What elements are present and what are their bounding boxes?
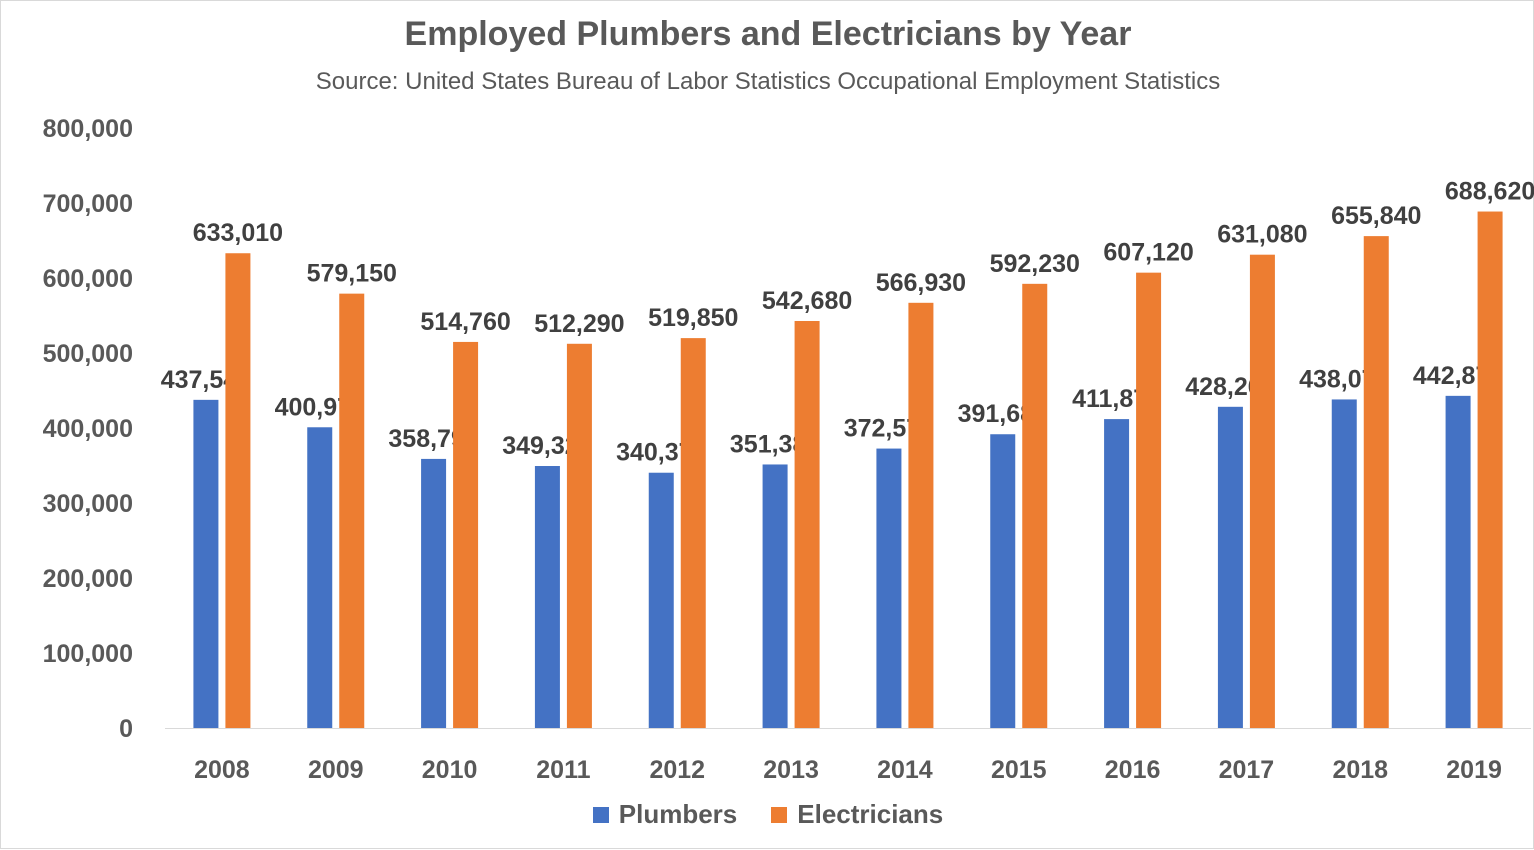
bar-plumbers-2009 — [307, 427, 333, 728]
data-label-electricians-2011: 512,290 — [534, 310, 624, 338]
bar-electricians-2016 — [1136, 272, 1162, 728]
chart-title: Employed Plumbers and Electricians by Ye… — [404, 15, 1132, 53]
bar-electricians-2011 — [566, 343, 592, 728]
bar-plumbers-2010 — [421, 458, 447, 728]
data-label-electricians-2008: 633,010 — [193, 219, 283, 247]
data-label-electricians-2009: 579,150 — [307, 260, 397, 288]
legend-label-plumbers: Plumbers — [618, 799, 738, 829]
bar-electricians-2014 — [908, 302, 934, 728]
y-tick-label: 600,000 — [43, 265, 133, 293]
bar-plumbers-2019 — [1445, 395, 1471, 728]
data-label-electricians-2018: 655,840 — [1331, 202, 1421, 230]
legend-swatch-plumbers — [592, 806, 609, 823]
x-tick-label-2009: 2009 — [308, 756, 364, 784]
x-tick-label-2019: 2019 — [1446, 756, 1502, 784]
legend-item-electricians: Electricians — [771, 799, 943, 830]
legend-swatch-electricians — [771, 806, 788, 823]
bar-plumbers-2013 — [762, 464, 788, 728]
data-label-electricians-2013: 542,680 — [762, 287, 852, 315]
bar-plumbers-2015 — [990, 434, 1016, 728]
x-tick-label-2014: 2014 — [877, 756, 933, 784]
x-tick-label-2018: 2018 — [1332, 756, 1388, 784]
legend-item-plumbers: Plumbers — [592, 799, 738, 830]
data-label-electricians-2010: 514,760 — [420, 308, 510, 336]
bar-plumbers-2016 — [1104, 419, 1130, 728]
x-tick-label-2015: 2015 — [991, 756, 1047, 784]
bar-electricians-2017 — [1249, 254, 1275, 728]
bar-electricians-2010 — [453, 341, 479, 728]
bar-plumbers-2012 — [648, 472, 674, 728]
y-tick-label: 100,000 — [43, 640, 133, 668]
x-tick-label-2017: 2017 — [1219, 756, 1275, 784]
bar-plumbers-2018 — [1331, 399, 1357, 728]
x-tick-label-2013: 2013 — [763, 756, 819, 784]
data-label-electricians-2017: 631,080 — [1217, 221, 1307, 249]
x-tick-label-2012: 2012 — [649, 756, 705, 784]
legend: Plumbers Electricians — [1, 799, 1534, 830]
chart-subtitle: Source: United States Bureau of Labor St… — [315, 68, 1221, 95]
x-tick-label-2010: 2010 — [422, 756, 478, 784]
bar-plumbers-2014 — [876, 448, 902, 728]
y-tick-label: 0 — [119, 715, 133, 743]
x-tick-label-2008: 2008 — [194, 756, 250, 784]
bar-electricians-2009 — [339, 293, 365, 728]
y-tick-label: 800,000 — [43, 115, 133, 143]
bar-electricians-2013 — [794, 320, 820, 728]
data-label-electricians-2015: 592,230 — [990, 250, 1080, 278]
data-label-electricians-2014: 566,930 — [876, 269, 966, 297]
legend-label-electricians: Electricians — [797, 799, 944, 829]
bar-electricians-2008 — [225, 253, 251, 728]
bar-plumbers-2017 — [1217, 406, 1243, 728]
y-tick-label: 500,000 — [43, 340, 133, 368]
data-label-electricians-2016: 607,120 — [1103, 239, 1193, 267]
data-label-electricians-2012: 519,850 — [648, 304, 738, 332]
y-tick-label: 300,000 — [43, 490, 133, 518]
x-tick-label-2011: 2011 — [536, 756, 590, 784]
x-tick-label-2016: 2016 — [1105, 756, 1161, 784]
data-label-electricians-2019: 688,620 — [1445, 178, 1534, 206]
y-tick-label: 400,000 — [43, 415, 133, 443]
y-tick-label: 700,000 — [43, 190, 133, 218]
bar-electricians-2015 — [1022, 283, 1048, 728]
bar-electricians-2019 — [1477, 211, 1503, 728]
y-tick-label: 200,000 — [43, 565, 133, 593]
bar-electricians-2018 — [1363, 236, 1389, 728]
bar-plumbers-2008 — [193, 399, 219, 728]
bar-plumbers-2011 — [534, 466, 560, 728]
bar-electricians-2012 — [680, 338, 706, 728]
